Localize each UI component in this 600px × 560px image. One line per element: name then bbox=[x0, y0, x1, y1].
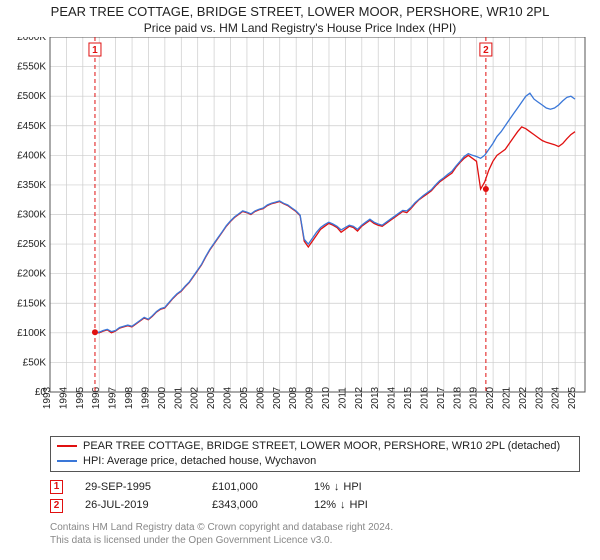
legend-item: PEAR TREE COTTAGE, BRIDGE STREET, LOWER … bbox=[57, 439, 573, 454]
series-hpi bbox=[95, 93, 575, 333]
x-tick-label: 2005 bbox=[239, 386, 250, 409]
x-tick-label: 2011 bbox=[337, 387, 348, 409]
y-tick-label: £250K bbox=[17, 239, 46, 250]
y-tick-label: £200K bbox=[17, 269, 46, 280]
sales-row: 1 29-SEP-1995 £101,000 1% ↓ HPI bbox=[50, 478, 580, 497]
chart-subtitle: Price paid vs. HM Land Registry's House … bbox=[0, 21, 600, 37]
x-tick-label: 1998 bbox=[124, 386, 135, 409]
footer-line: Contains HM Land Registry data © Crown c… bbox=[50, 521, 580, 534]
sale-marker-point bbox=[92, 329, 98, 335]
sale-number-badge: 2 bbox=[50, 499, 63, 513]
x-tick-label: 2009 bbox=[305, 386, 316, 409]
sale-diff-pct: 1% bbox=[314, 478, 330, 497]
x-tick-label: 2020 bbox=[485, 386, 496, 409]
sale-diff-tag: HPI bbox=[343, 478, 361, 497]
x-tick-label: 2015 bbox=[403, 386, 414, 409]
sale-price: £343,000 bbox=[212, 496, 292, 515]
x-tick-label: 2012 bbox=[354, 386, 365, 409]
chart-title: PEAR TREE COTTAGE, BRIDGE STREET, LOWER … bbox=[0, 0, 600, 21]
x-tick-label: 2006 bbox=[255, 386, 266, 409]
x-tick-label: 2016 bbox=[419, 386, 430, 409]
x-tick-label: 2025 bbox=[567, 386, 578, 409]
legend-item: HPI: Average price, detached house, Wych… bbox=[57, 454, 573, 469]
sales-row: 2 26-JUL-2019 £343,000 12% ↓ HPI bbox=[50, 496, 580, 515]
y-tick-label: £500K bbox=[17, 91, 46, 102]
y-tick-label: £400K bbox=[17, 150, 46, 161]
down-arrow-icon: ↓ bbox=[340, 496, 346, 515]
sale-marker-point bbox=[483, 186, 489, 192]
x-tick-label: 1999 bbox=[140, 386, 151, 409]
x-tick-label: 2008 bbox=[288, 386, 299, 409]
x-tick-label: 2019 bbox=[469, 386, 480, 409]
x-tick-label: 1996 bbox=[91, 386, 102, 409]
x-tick-label: 2021 bbox=[502, 386, 513, 409]
legend-swatch bbox=[57, 445, 77, 447]
x-tick-label: 2007 bbox=[272, 386, 283, 409]
y-tick-label: £100K bbox=[17, 328, 46, 339]
x-tick-label: 2002 bbox=[190, 386, 201, 409]
y-tick-label: £600K bbox=[17, 37, 46, 43]
x-tick-label: 2014 bbox=[387, 386, 398, 409]
sale-marker-number: 2 bbox=[483, 45, 489, 56]
x-tick-label: 1994 bbox=[58, 386, 69, 409]
sale-number-badge: 1 bbox=[50, 480, 63, 494]
footer-line: This data is licensed under the Open Gov… bbox=[50, 534, 580, 547]
x-tick-label: 1997 bbox=[108, 386, 119, 409]
x-tick-label: 1995 bbox=[75, 386, 86, 409]
sale-marker-number: 1 bbox=[92, 45, 98, 56]
x-tick-label: 2017 bbox=[436, 386, 447, 409]
x-tick-label: 2013 bbox=[370, 386, 381, 409]
x-tick-label: 2010 bbox=[321, 386, 332, 409]
x-tick-label: 2003 bbox=[206, 386, 217, 409]
x-tick-label: 2018 bbox=[452, 386, 463, 409]
y-tick-label: £450K bbox=[17, 121, 46, 132]
sale-price: £101,000 bbox=[212, 478, 292, 497]
x-tick-label: 2022 bbox=[518, 386, 529, 409]
y-tick-label: £350K bbox=[17, 180, 46, 191]
legend-label: PEAR TREE COTTAGE, BRIDGE STREET, LOWER … bbox=[83, 439, 560, 454]
x-tick-label: 2001 bbox=[173, 386, 184, 409]
sales-table: 1 29-SEP-1995 £101,000 1% ↓ HPI 2 26-JUL-2019… bbox=[50, 478, 580, 515]
sale-diff: 1% ↓ HPI bbox=[314, 478, 362, 497]
series-property bbox=[95, 127, 575, 333]
y-tick-label: £50K bbox=[23, 357, 47, 368]
legend-label: HPI: Average price, detached house, Wych… bbox=[83, 454, 316, 469]
y-tick-label: £150K bbox=[17, 298, 46, 309]
sale-date: 26-JUL-2019 bbox=[85, 496, 190, 515]
x-tick-label: 2000 bbox=[157, 386, 168, 409]
x-tick-label: 2024 bbox=[551, 386, 562, 409]
sale-diff-pct: 12% bbox=[314, 496, 336, 515]
sale-diff: 12% ↓ HPI bbox=[314, 496, 368, 515]
y-tick-label: £550K bbox=[17, 61, 46, 72]
x-tick-label: 2023 bbox=[534, 386, 545, 409]
chart-area: £0£50K£100K£150K£200K£250K£300K£350K£400… bbox=[0, 37, 600, 432]
x-tick-label: 2004 bbox=[223, 386, 234, 409]
legend-swatch bbox=[57, 460, 77, 462]
sale-diff-tag: HPI bbox=[350, 496, 368, 515]
legend: PEAR TREE COTTAGE, BRIDGE STREET, LOWER … bbox=[50, 436, 580, 472]
x-tick-label: 1993 bbox=[42, 386, 53, 409]
line-chart: £0£50K£100K£150K£200K£250K£300K£350K£400… bbox=[0, 37, 600, 432]
sale-date: 29-SEP-1995 bbox=[85, 478, 190, 497]
y-tick-label: £300K bbox=[17, 209, 46, 220]
down-arrow-icon: ↓ bbox=[334, 478, 340, 497]
attribution-footer: Contains HM Land Registry data © Crown c… bbox=[50, 521, 580, 547]
